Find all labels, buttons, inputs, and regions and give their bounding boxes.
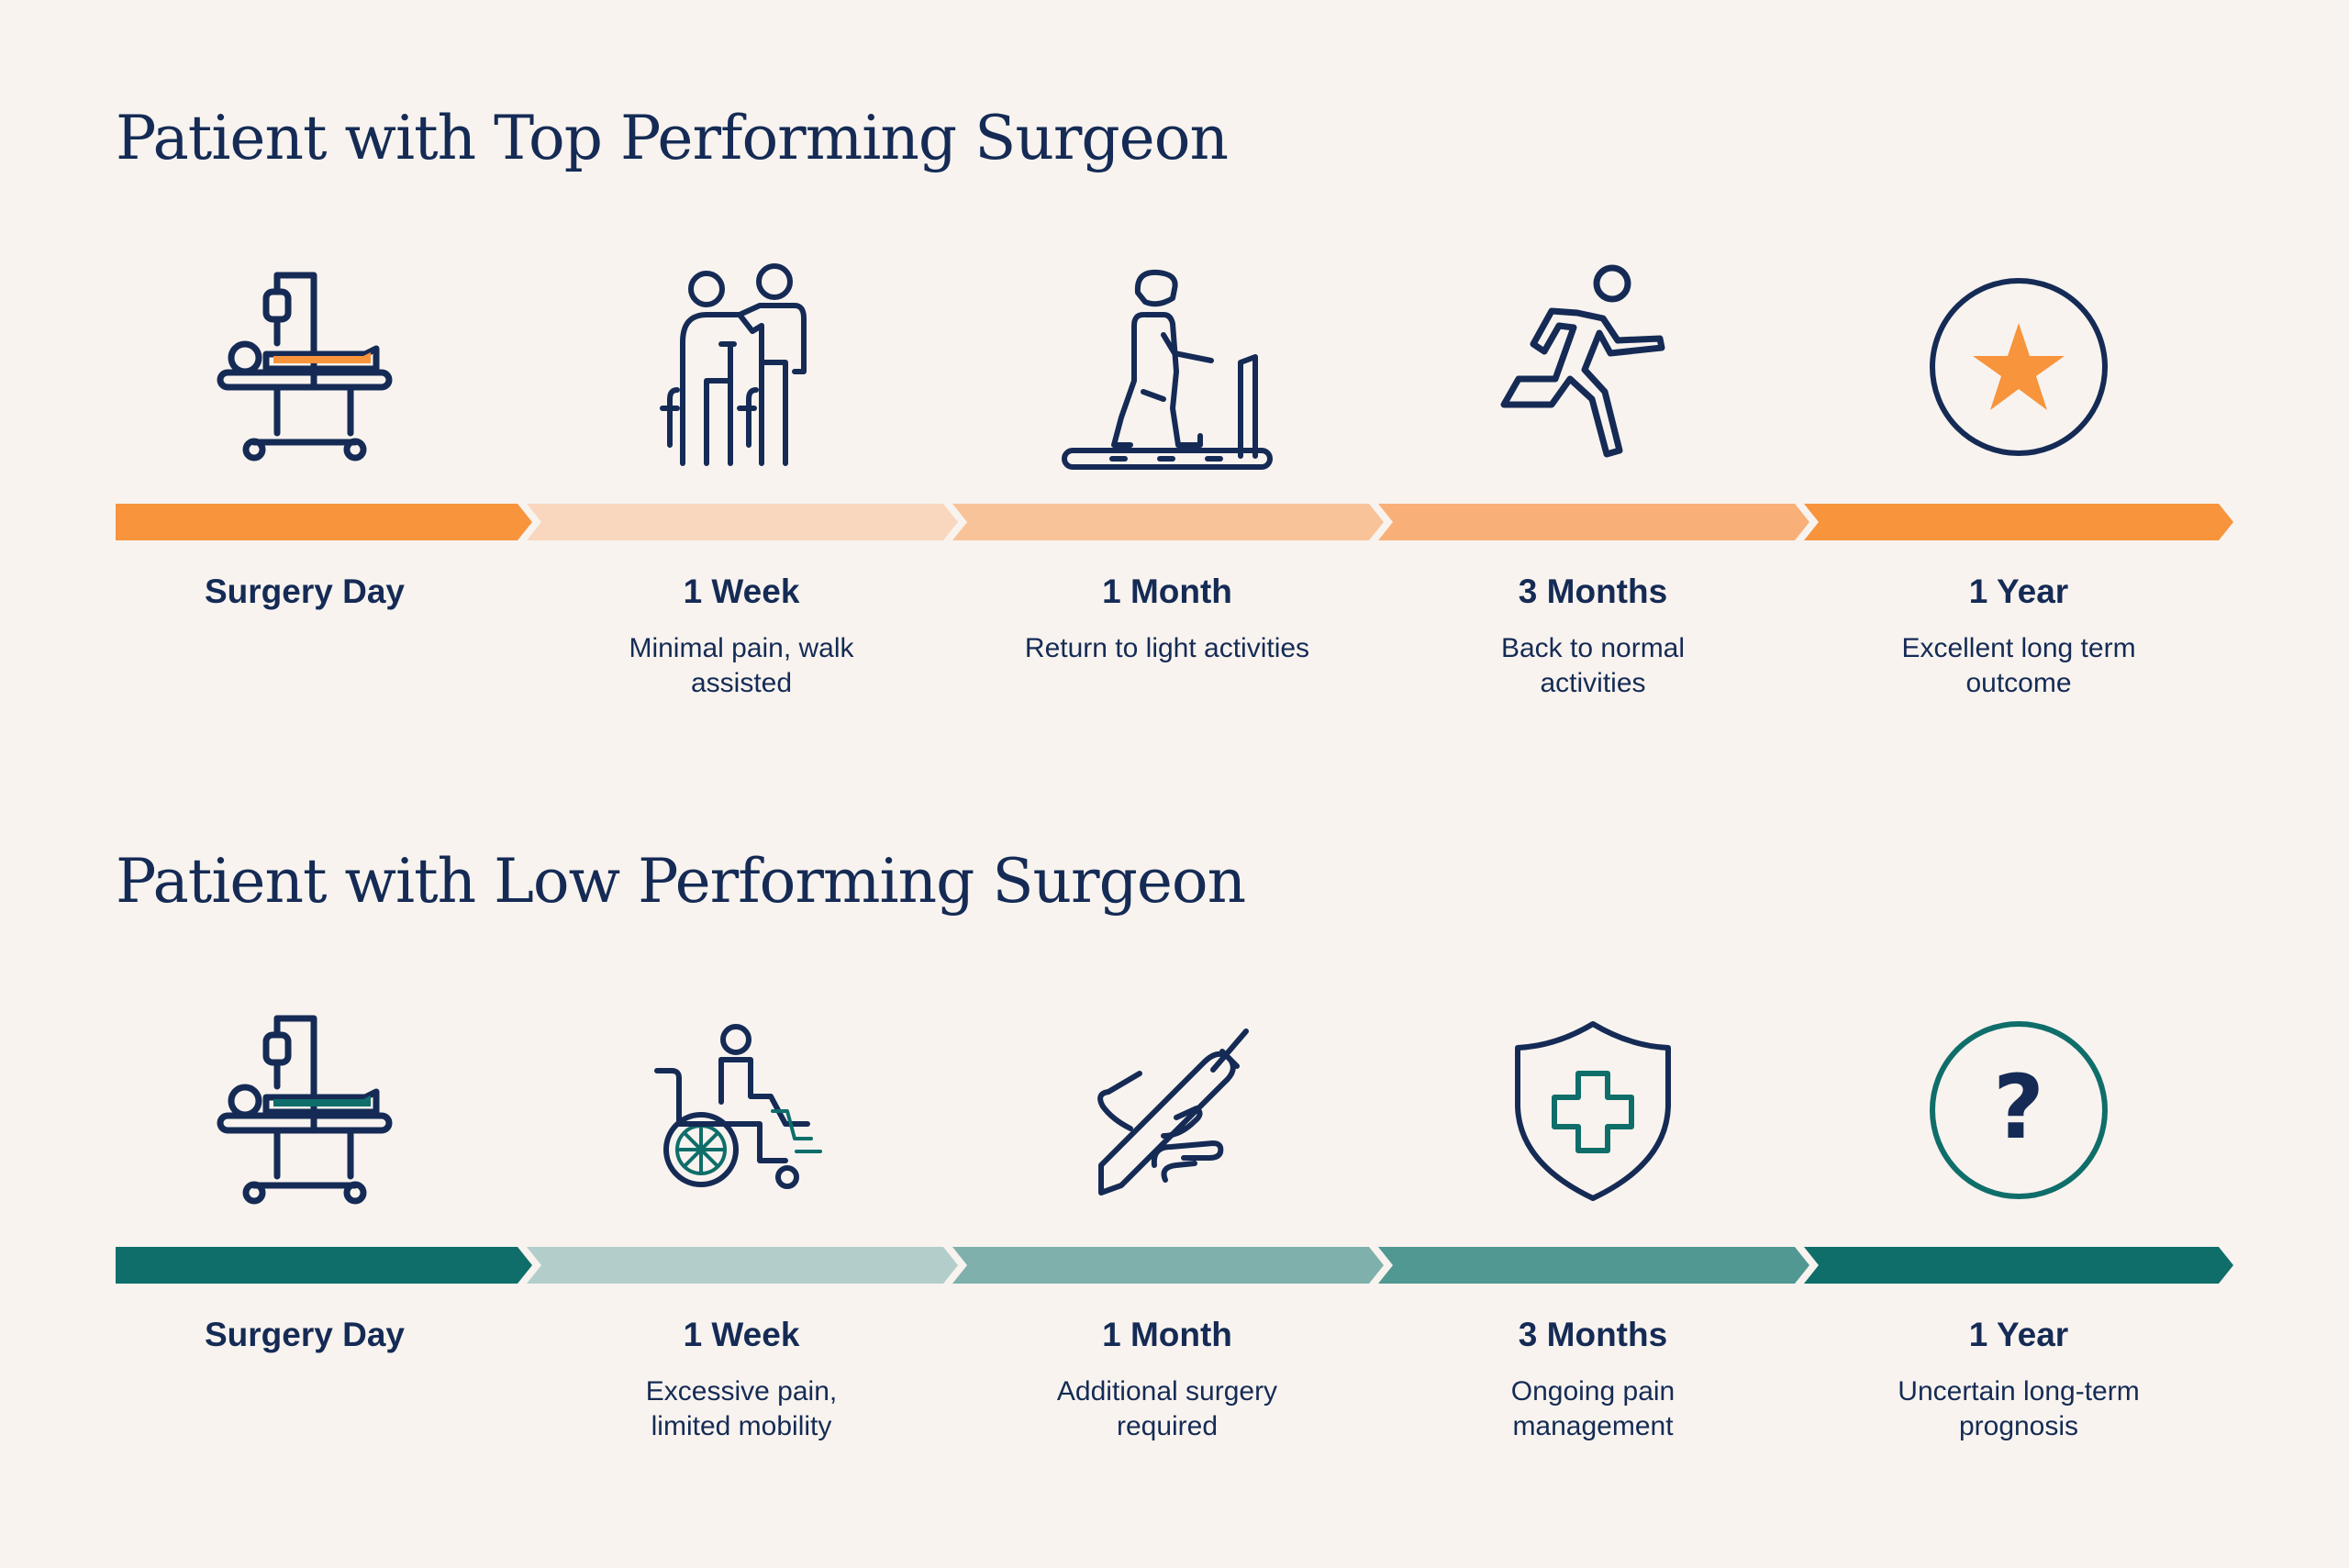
question-circle-icon: ? bbox=[1806, 991, 2232, 1229]
arrow-segment bbox=[1378, 1247, 1809, 1284]
stage-label: 1 Week bbox=[683, 1316, 800, 1353]
labels-row: Surgery Day 1 Week Minimal pain, walk as… bbox=[0, 569, 2349, 716]
arrow-segment bbox=[116, 504, 532, 540]
assisted-walking-icon bbox=[529, 248, 954, 486]
hospital-bed-icon bbox=[92, 248, 518, 486]
stage-label: 1 Year bbox=[1968, 1316, 2069, 1353]
progress-arrow-bar bbox=[0, 1243, 2349, 1287]
icons-row bbox=[0, 248, 2349, 486]
stage-label: 3 Months bbox=[1518, 1316, 1668, 1353]
patient-fill bbox=[273, 352, 371, 363]
arrow-segment bbox=[1378, 504, 1809, 540]
stage-surgery-day: Surgery Day bbox=[92, 569, 518, 615]
stage-label: 3 Months bbox=[1518, 573, 1668, 610]
stage-description: Additional surgery required bbox=[1056, 1376, 1278, 1441]
stage-description: Return to light activities bbox=[1024, 633, 1310, 663]
stage-1-week: 1 Week Minimal pain, walk assisted bbox=[529, 569, 954, 701]
patient-fill bbox=[273, 1095, 371, 1106]
stage-label: 1 Month bbox=[1102, 573, 1232, 610]
arrow-segment bbox=[1804, 1247, 2233, 1284]
stage-description: Ongoing pain management bbox=[1510, 1376, 1675, 1441]
star-circle-icon bbox=[1806, 248, 2232, 486]
arrow-segment bbox=[952, 504, 1384, 540]
stage-label: 1 Week bbox=[683, 573, 800, 610]
svg-text:?: ? bbox=[1993, 1056, 2044, 1159]
wheelchair-icon bbox=[529, 991, 954, 1229]
section-title: Patient with Low Performing Surgeon bbox=[116, 846, 1246, 917]
labels-row: Surgery Day 1 Week Excessive pain, limit… bbox=[0, 1312, 2349, 1459]
stage-1-year: 1 Year Uncertain long-term prognosis bbox=[1806, 1312, 2232, 1444]
stage-label: 1 Year bbox=[1968, 573, 2069, 610]
icons-row: ? bbox=[0, 991, 2349, 1229]
stage-description: Uncertain long-term prognosis bbox=[1898, 1376, 2140, 1441]
stage-1-month: 1 Month Return to light activities bbox=[954, 569, 1380, 666]
scalpel-hand-icon bbox=[954, 991, 1380, 1229]
running-person-icon bbox=[1380, 248, 1806, 486]
stage-1-month: 1 Month Additional surgery required bbox=[954, 1312, 1380, 1444]
arrow-segment bbox=[527, 504, 958, 540]
stage-3-months: 3 Months Back to normal activities bbox=[1380, 569, 1806, 701]
stage-label: 1 Month bbox=[1102, 1316, 1232, 1353]
arrow-segment bbox=[1804, 504, 2233, 540]
stage-surgery-day: Surgery Day bbox=[92, 1312, 518, 1358]
stage-description: Back to normal activities bbox=[1500, 633, 1686, 698]
stage-label: Surgery Day bbox=[205, 573, 405, 610]
stage-1-week: 1 Week Excessive pain, limited mobility bbox=[529, 1312, 954, 1444]
stage-label: Surgery Day bbox=[205, 1316, 405, 1353]
hospital-bed-icon bbox=[92, 991, 518, 1229]
arrow-segment bbox=[952, 1247, 1384, 1284]
progress-arrow-bar bbox=[0, 500, 2349, 544]
section-title: Patient with Top Performing Surgeon bbox=[116, 103, 1229, 173]
treadmill-icon bbox=[954, 248, 1380, 486]
arrow-segment bbox=[527, 1247, 958, 1284]
stage-description: Excellent long term outcome bbox=[1901, 633, 2136, 698]
arrow-segment bbox=[116, 1247, 532, 1284]
stage-1-year: 1 Year Excellent long term outcome bbox=[1806, 569, 2232, 701]
stage-description: Minimal pain, walk assisted bbox=[629, 633, 854, 698]
medical-shield-icon bbox=[1380, 991, 1806, 1229]
stage-3-months: 3 Months Ongoing pain management bbox=[1380, 1312, 1806, 1444]
stage-description: Excessive pain, limited mobility bbox=[645, 1376, 838, 1441]
